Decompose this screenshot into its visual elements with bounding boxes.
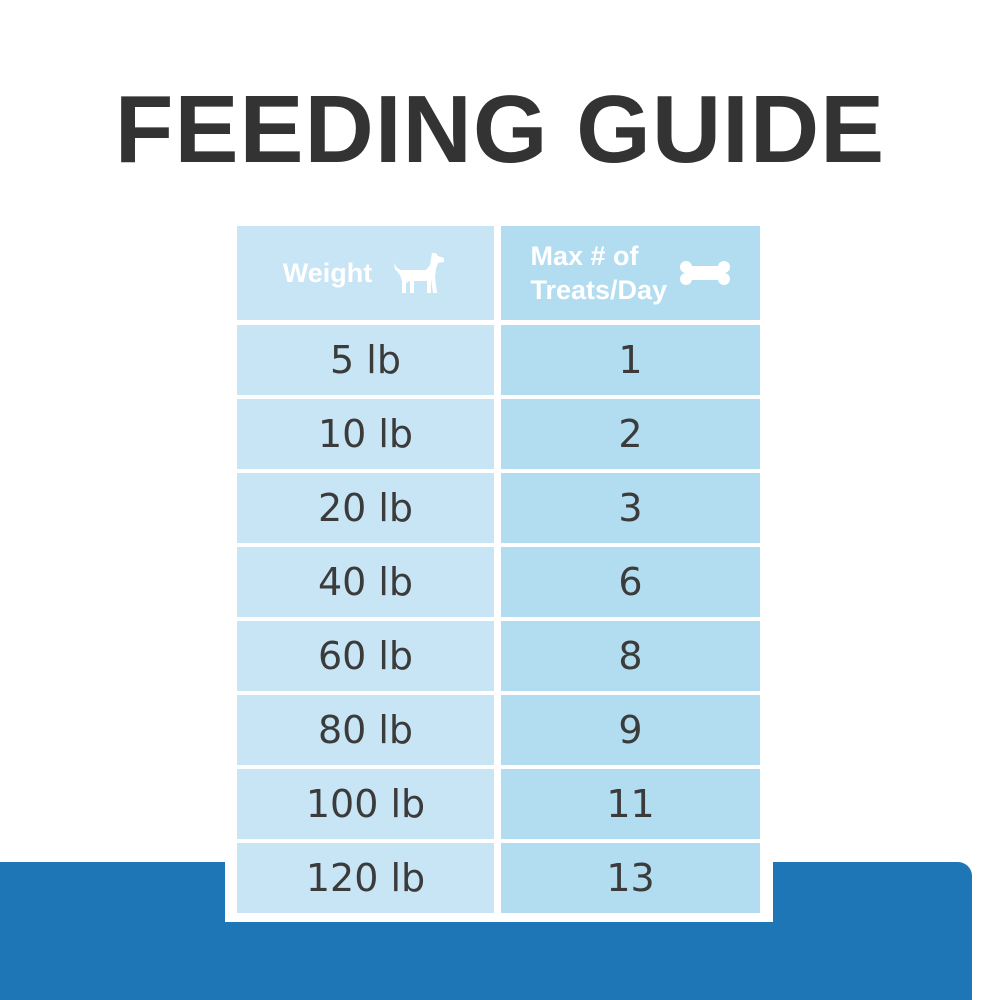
weight-cell: 120 lb: [237, 843, 494, 913]
treats-cell: 8: [501, 621, 760, 691]
treats-cell: 6: [501, 547, 760, 617]
column-header-text: Max # of Treats/Day: [530, 241, 668, 305]
treats-cell: 9: [501, 695, 760, 765]
weight-cell: 60 lb: [237, 621, 494, 691]
treats-cell: 13: [501, 843, 760, 913]
column-header: Weight: [237, 226, 494, 320]
column-header: Max # of Treats/Day: [501, 226, 760, 320]
weight-cell: 40 lb: [237, 547, 494, 617]
bone-icon: [679, 261, 730, 285]
weight-cell: 20 lb: [237, 473, 494, 543]
treats-cell: 11: [501, 769, 760, 839]
column-header-text: Weight: [282, 257, 373, 288]
weight-cell: 10 lb: [237, 399, 494, 469]
treats-cell: 3: [501, 473, 760, 543]
treats-cell: 1: [501, 325, 760, 395]
dog-icon: [394, 253, 445, 293]
weight-cell: 100 lb: [237, 769, 494, 839]
treats-cell: 2: [501, 399, 760, 469]
weight-cell: 5 lb: [237, 325, 494, 395]
weight-cell: 80 lb: [237, 695, 494, 765]
page-title: FEEDING GUIDE: [114, 76, 886, 183]
